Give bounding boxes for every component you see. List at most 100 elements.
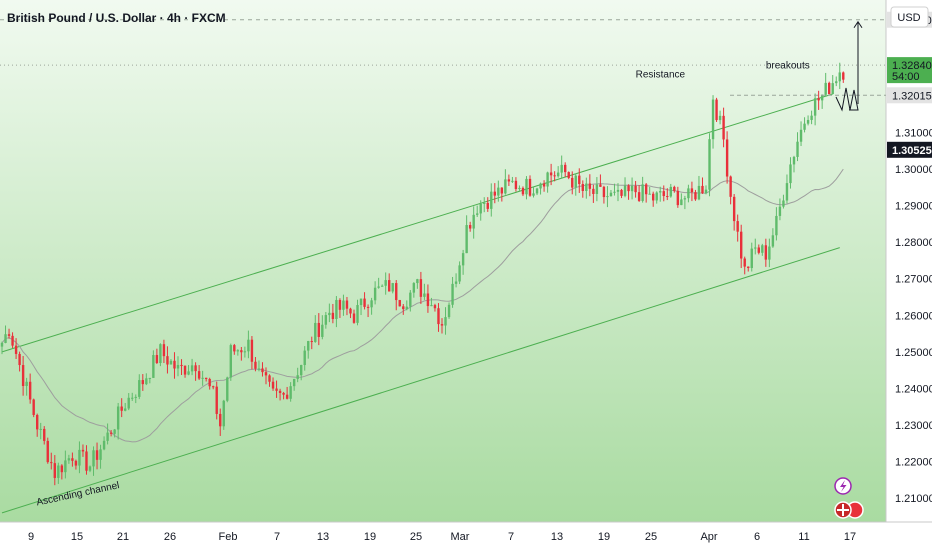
candle[interactable] [465, 215, 468, 254]
candle[interactable] [490, 183, 493, 217]
candle[interactable] [240, 346, 243, 361]
candle[interactable] [588, 174, 592, 197]
candle[interactable] [426, 284, 430, 313]
candle[interactable] [50, 452, 53, 470]
candle[interactable] [785, 174, 789, 204]
candle[interactable] [585, 177, 588, 199]
candle[interactable] [666, 188, 669, 201]
candle[interactable] [736, 214, 739, 242]
candle[interactable] [314, 315, 317, 343]
candle[interactable] [215, 381, 218, 420]
candle[interactable] [391, 282, 394, 294]
candle[interactable] [789, 157, 792, 189]
candle[interactable] [549, 163, 553, 186]
candle[interactable] [271, 377, 275, 391]
candle[interactable] [127, 393, 130, 411]
candle[interactable] [824, 72, 827, 97]
candle[interactable] [747, 266, 750, 272]
candle[interactable] [732, 194, 736, 231]
candle[interactable] [546, 171, 549, 193]
candle[interactable] [507, 174, 511, 186]
candle[interactable] [659, 186, 662, 202]
candle[interactable] [212, 385, 215, 390]
candle[interactable] [296, 367, 299, 383]
candle[interactable] [331, 303, 335, 324]
candle[interactable] [106, 423, 109, 445]
candle[interactable] [599, 174, 602, 187]
candle[interactable] [437, 303, 440, 332]
candle[interactable] [838, 62, 841, 90]
candle[interactable] [222, 399, 225, 430]
candle[interactable] [373, 281, 377, 305]
candle[interactable] [655, 191, 658, 204]
candle[interactable] [60, 464, 64, 480]
candle[interactable] [254, 356, 257, 372]
candle[interactable] [468, 221, 472, 232]
candle[interactable] [813, 93, 817, 126]
candle[interactable] [771, 228, 775, 248]
candle[interactable] [539, 182, 542, 195]
candle[interactable] [454, 273, 458, 288]
candle[interactable] [521, 186, 525, 197]
candle[interactable] [289, 382, 292, 402]
candle[interactable] [778, 198, 782, 221]
candle[interactable] [535, 187, 539, 196]
candle[interactable] [176, 356, 180, 377]
candle[interactable] [43, 426, 46, 445]
candle[interactable] [768, 238, 771, 268]
candle[interactable] [687, 184, 690, 203]
candle[interactable] [194, 362, 197, 381]
candle[interactable] [828, 81, 831, 95]
candle[interactable] [152, 350, 155, 378]
candle[interactable] [680, 193, 683, 206]
candle[interactable] [300, 364, 303, 381]
candle[interactable] [842, 71, 845, 83]
candle[interactable] [560, 155, 563, 179]
candle[interactable] [328, 303, 331, 323]
candle[interactable] [564, 162, 567, 178]
candle[interactable] [493, 183, 496, 204]
candle[interactable] [500, 187, 504, 202]
candle[interactable] [518, 185, 521, 191]
candle[interactable] [743, 256, 746, 275]
candle[interactable] [704, 185, 708, 195]
candle[interactable] [145, 373, 148, 386]
candle[interactable] [578, 168, 581, 193]
candle[interactable] [799, 121, 803, 147]
candle[interactable] [95, 442, 99, 470]
candle[interactable] [370, 297, 373, 315]
candle[interactable] [92, 446, 95, 476]
candle[interactable] [250, 336, 254, 370]
candle[interactable] [701, 177, 704, 194]
candle[interactable] [4, 325, 7, 344]
candle[interactable] [820, 94, 824, 109]
candle[interactable] [673, 185, 676, 193]
candle[interactable] [226, 376, 229, 403]
candle[interactable] [574, 173, 577, 196]
candle[interactable] [592, 184, 595, 203]
candle[interactable] [652, 191, 655, 207]
candle[interactable] [803, 117, 806, 133]
candle[interactable] [616, 183, 620, 202]
candle[interactable] [71, 452, 74, 467]
candle[interactable] [236, 349, 240, 356]
candle[interactable] [359, 298, 363, 316]
candle[interactable] [761, 243, 764, 256]
candle[interactable] [233, 343, 236, 355]
resistance-label[interactable]: Resistance [636, 70, 686, 81]
candle[interactable] [486, 197, 489, 212]
candle[interactable] [514, 177, 518, 192]
candle[interactable] [64, 450, 67, 479]
candle[interactable] [292, 378, 296, 391]
candle[interactable] [307, 340, 310, 359]
candle[interactable] [472, 206, 475, 239]
candle[interactable] [21, 355, 25, 396]
candle[interactable] [662, 185, 665, 202]
candle[interactable] [831, 75, 834, 95]
candle[interactable] [740, 224, 743, 269]
candle[interactable] [461, 249, 465, 275]
candle[interactable] [197, 365, 201, 381]
candle[interactable] [317, 313, 320, 346]
candle[interactable] [278, 388, 282, 401]
candle[interactable] [275, 380, 278, 398]
